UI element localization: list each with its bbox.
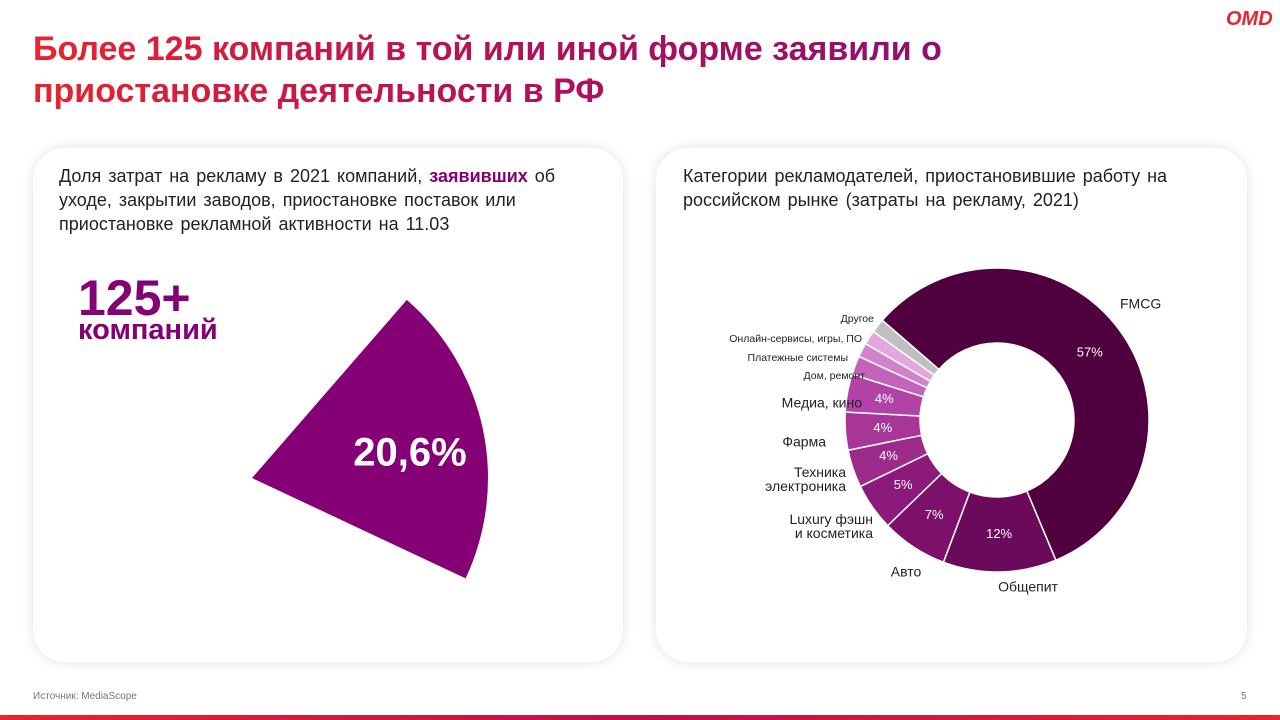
donut-segment [881,267,1150,562]
category-label: Техника электроника [765,464,846,494]
headline-sub: компаний [78,314,218,346]
category-label: Другое [841,313,875,325]
card-subtitle: Категории рекламодателей, приостановивши… [683,166,1168,210]
sector [252,299,489,579]
category-label: Luxury фэшн и косметика [789,511,873,541]
data-label: 4% [873,420,892,435]
data-label: 5% [894,477,913,492]
category-label: Фарма [782,434,826,450]
page-number: 5 [1241,691,1247,702]
data-label: 7% [925,507,944,522]
category-label: Дом, ремонт [804,370,866,382]
data-label: 20,6% [353,431,466,475]
subtitle-part: Доля затрат на рекламу в 2021 компаний, [59,166,423,186]
data-label: 57% [1077,344,1103,359]
category-label: Авто [891,564,922,580]
data-label: 4% [875,391,894,406]
category-label: Онлайн-сервисы, игры, ПО [729,333,862,345]
subtitle-part: об уходе, закрытии заводов, приостановке… [59,166,556,234]
data-label: 12% [986,526,1012,541]
source: Источник: MediaScope [33,691,137,702]
category-label: Медиа, кино [782,395,863,411]
category-label: Общепит [998,579,1058,595]
logo: OMD [1226,8,1273,30]
data-label: 4% [879,448,898,463]
category-label: FMCG [1120,296,1161,312]
subtitle-highlight: заявивших [429,166,528,186]
card-subtitle: Доля затрат на рекламу в 2021 компаний, … [59,164,604,236]
donut-segment [872,319,940,377]
category-label: Платежные системы [748,352,848,364]
bottom-bar [0,715,1280,720]
headline: 125+ [78,270,191,326]
slide-title: Более 125 компаний в той или иной форме … [33,28,1133,112]
